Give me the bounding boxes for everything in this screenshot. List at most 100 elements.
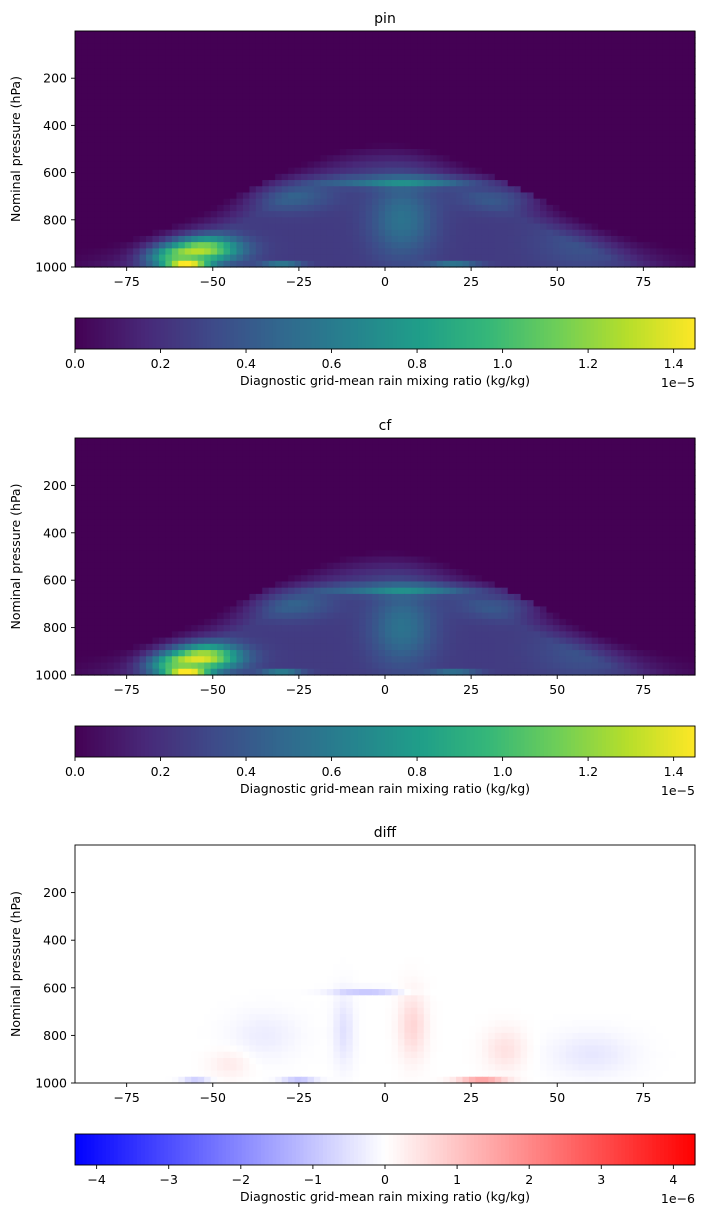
heatmap-cell	[223, 136, 231, 144]
heatmap-cell	[191, 173, 199, 181]
heatmap-cell	[75, 229, 83, 237]
colorbar-segment	[543, 318, 549, 349]
heatmap-cell	[481, 260, 489, 268]
heatmap-cell	[675, 142, 683, 150]
heatmap-cell	[468, 80, 477, 88]
heatmap-cell	[462, 217, 470, 225]
heatmap-cell	[430, 130, 438, 138]
heatmap-cell	[501, 149, 509, 156]
heatmap-cell	[165, 450, 173, 458]
heatmap-cell	[217, 223, 225, 231]
heatmap-cell	[378, 217, 386, 225]
heatmap-cell	[352, 260, 360, 268]
heatmap-cell	[152, 43, 160, 51]
heatmap-cell	[649, 43, 657, 51]
heatmap-cell	[649, 462, 657, 470]
heatmap-cell	[236, 68, 244, 76]
heatmap-cell	[475, 105, 483, 113]
heatmap-cell	[540, 494, 548, 501]
heatmap-cell	[404, 260, 412, 268]
heatmap-cell	[126, 494, 134, 501]
heatmap-cell	[443, 204, 451, 212]
heatmap-cell	[152, 149, 160, 156]
heatmap-cell	[197, 105, 205, 113]
heatmap-cell	[565, 155, 573, 163]
heatmap-cell	[100, 43, 108, 51]
heatmap-cell	[443, 198, 451, 206]
heatmap-cell	[623, 198, 632, 206]
heatmap-cell	[158, 494, 167, 501]
heatmap-cell	[346, 74, 354, 82]
heatmap-cell	[107, 456, 115, 464]
heatmap-cell	[501, 235, 509, 243]
heatmap-cell	[165, 204, 173, 212]
heatmap-cell	[565, 31, 573, 38]
heatmap-cell	[552, 111, 560, 119]
heatmap-cell	[520, 105, 528, 113]
heatmap-cell	[152, 180, 160, 187]
heatmap-cell	[430, 99, 438, 107]
heatmap-cell	[385, 130, 393, 138]
heatmap-cell	[578, 62, 586, 69]
heatmap-cell	[242, 130, 250, 138]
heatmap-cell	[688, 155, 696, 163]
heatmap-cell	[410, 86, 418, 94]
heatmap-cell	[449, 124, 457, 131]
heatmap-cell	[230, 235, 238, 243]
heatmap-cell	[410, 62, 418, 69]
heatmap-cell	[662, 68, 670, 76]
heatmap-cell	[146, 124, 154, 131]
heatmap-cell	[501, 31, 509, 38]
heatmap-cell	[359, 117, 367, 125]
heatmap-cell	[662, 260, 670, 268]
heatmap-cell	[533, 260, 541, 268]
heatmap-cell	[223, 217, 231, 225]
heatmap-cell	[313, 444, 322, 452]
heatmap-cell	[87, 211, 95, 218]
heatmap-cell	[481, 487, 489, 495]
colorbar-scale-label: 1e−5	[661, 375, 695, 390]
heatmap-cell	[75, 93, 83, 100]
heatmap-cell	[514, 217, 522, 225]
heatmap-cell	[636, 438, 644, 445]
heatmap-cell	[468, 500, 477, 508]
heatmap-cell	[546, 130, 554, 138]
heatmap-cell	[533, 229, 541, 237]
heatmap-cell	[559, 217, 567, 225]
heatmap-cell	[527, 229, 535, 237]
heatmap-cell	[572, 55, 580, 63]
colorbar-segment	[210, 318, 216, 349]
heatmap-cell	[514, 204, 522, 212]
heatmap-cell	[598, 475, 606, 483]
heatmap-cell	[410, 462, 418, 470]
heatmap-cell	[475, 62, 483, 69]
heatmap-cell	[643, 192, 651, 200]
heatmap-cell	[359, 142, 367, 150]
heatmap-cell	[527, 99, 535, 107]
heatmap-cell	[611, 223, 619, 231]
heatmap-cell	[391, 37, 399, 45]
heatmap-cell	[617, 105, 625, 113]
heatmap-cell	[339, 260, 347, 268]
heatmap-cell	[591, 475, 599, 483]
heatmap-cell	[423, 31, 431, 38]
heatmap-cell	[158, 62, 167, 69]
heatmap-cell	[443, 117, 451, 125]
heatmap-cell	[404, 506, 412, 514]
heatmap-cell	[184, 487, 192, 495]
colorbar-segment	[408, 318, 413, 349]
heatmap-cell	[501, 124, 509, 131]
heatmap-cell	[662, 43, 670, 51]
heatmap-cell	[275, 74, 283, 82]
heatmap-cell	[410, 167, 418, 175]
heatmap-cell	[81, 186, 89, 194]
heatmap-cell	[430, 173, 438, 181]
heatmap-cell	[249, 444, 257, 452]
heatmap-cell	[585, 161, 593, 169]
heatmap-cell	[275, 198, 283, 206]
heatmap-cell	[630, 43, 638, 51]
heatmap-cell	[320, 93, 328, 100]
heatmap-cell	[262, 49, 270, 57]
heatmap-cell	[191, 130, 199, 138]
heatmap-cell	[313, 248, 322, 256]
